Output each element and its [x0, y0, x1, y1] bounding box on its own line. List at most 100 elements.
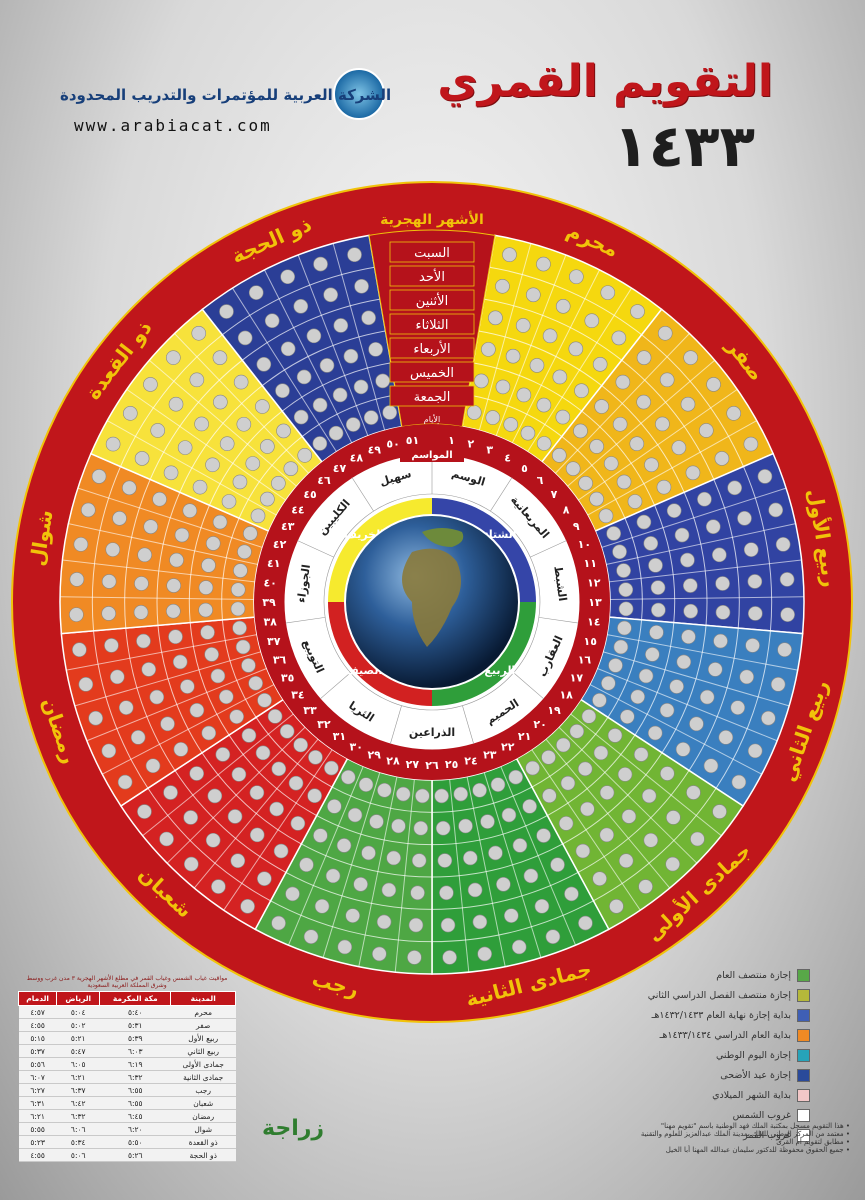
day-column-line [577, 388, 738, 501]
moon-phase-icon [636, 514, 652, 530]
moon-phase-icon [780, 607, 795, 622]
moon-phase-icon [689, 716, 704, 732]
moon-phase-icon [666, 810, 681, 825]
footer-note: • هذا التقويم مسجل بمكتبة الملك فهد الوط… [660, 1122, 850, 1130]
week-number: ٣ [486, 444, 493, 457]
moon-phase-icon [333, 318, 349, 333]
moon-phase-icon [88, 710, 103, 726]
table-cell: ٦:٣١ [18, 1096, 57, 1110]
moon-phase-icon [706, 377, 721, 392]
moon-phase-icon [659, 702, 675, 718]
moon-phase-icon [644, 457, 659, 473]
moon-phase-icon [166, 350, 181, 365]
season-arc [432, 602, 536, 706]
moon-phase-icon [536, 828, 551, 843]
week-number: ١٨ [559, 689, 573, 702]
moon-phase-icon [650, 580, 666, 595]
day-column-line [466, 776, 506, 967]
weekday-cell [389, 241, 475, 263]
moon-phase-icon [230, 853, 246, 869]
moon-phase-icon [676, 654, 692, 670]
day-column-line [74, 651, 262, 707]
moon-phase-icon [255, 399, 270, 414]
moon-phase-icon [505, 348, 521, 364]
moon-phase-icon [731, 774, 747, 790]
week-number: ٤٦ [317, 474, 331, 487]
moon-phase-icon [260, 491, 275, 507]
day-column-line [166, 726, 306, 864]
moon-phase-icon [541, 749, 556, 765]
weekday-cell [389, 337, 475, 359]
day-column-line [322, 772, 381, 958]
day-ring-line [91, 466, 121, 631]
table-row: شوال ٦:٢٠ ٦:٠٦ ٥:٥٥ [18, 1122, 236, 1136]
table-cell: ٤:٥٥ [18, 1018, 57, 1032]
moon-phase-icon [312, 397, 328, 413]
moon-phase-icon [612, 416, 628, 432]
moon-phase-icon [245, 456, 261, 471]
website-link[interactable]: www.arabiacat.com [74, 116, 272, 135]
moon-phase-icon [578, 915, 593, 931]
moon-phase-icon [659, 372, 675, 388]
day-ring-line [661, 625, 707, 754]
day-ring-line [228, 734, 317, 816]
day-column-line [495, 254, 567, 437]
moon-phase-icon [647, 725, 663, 741]
moon-phase-icon [727, 480, 742, 496]
moon-phase-icon [573, 423, 588, 439]
day-ring-line [270, 900, 433, 943]
week-number: ٥٠ [386, 438, 399, 451]
moon-phase-icon [761, 710, 776, 726]
moon-phase-icon [718, 730, 734, 745]
moon-phase-icon [163, 465, 179, 481]
moon-phase-icon [182, 503, 198, 518]
moon-phase-icon [726, 406, 741, 421]
moon-phase-icon [231, 767, 247, 782]
moon-phase-icon [191, 325, 207, 341]
moon-phase-icon [229, 709, 244, 724]
day-column-line [232, 287, 337, 453]
week-number: ٢٩ [367, 748, 381, 761]
day-ring-line [241, 298, 381, 361]
moon-phase-icon [651, 602, 666, 618]
table-cell: ٥:٤٠ [99, 1005, 171, 1019]
week-number: ٥ [521, 462, 528, 475]
moon-phase-icon [212, 350, 228, 365]
moon-phase-icon [249, 785, 265, 800]
week-number: ١٤ [587, 616, 600, 629]
table-cell: ٥:١٥ [18, 1031, 57, 1045]
day-column-line [511, 269, 600, 444]
day-ring-line [221, 517, 240, 620]
day-column-line [148, 359, 298, 487]
weekday-cell [389, 265, 475, 287]
table-cell: ربيع الأول [170, 1031, 236, 1045]
day-ring-line [124, 479, 151, 629]
table-cell: ٥:٠٤ [56, 1005, 100, 1019]
day-ring-line [157, 625, 203, 754]
table-cell: ٤:٥٥ [18, 1148, 57, 1162]
moon-phase-icon [233, 374, 249, 390]
week-number: ٣١ [333, 730, 346, 743]
moon-phase-icon [522, 799, 537, 814]
moon-phase-icon [177, 440, 193, 455]
moon-phase-icon [600, 285, 616, 300]
moon-phase-icon [236, 416, 252, 432]
table-cell: رجب [170, 1083, 236, 1097]
day-ring-line [715, 630, 771, 789]
moon-phase-icon [485, 410, 501, 425]
moon-phase-icon [747, 574, 763, 589]
day-column-line [478, 243, 532, 431]
day-ring-line [561, 436, 626, 519]
moon-phase-icon [698, 423, 714, 438]
moon-phase-icon [358, 777, 374, 792]
moon-phase-icon [542, 328, 558, 344]
moon-phase-icon [145, 758, 161, 774]
week-number: ٤٠ [263, 576, 276, 589]
month-sector: رجب [254, 757, 433, 1001]
moon-phase-icon [495, 379, 511, 395]
moon-phase-icon [589, 491, 604, 507]
legend-item: إجازة عيد الأضحى [720, 1068, 810, 1082]
day-column-line [106, 420, 277, 516]
moon-phase-icon [630, 689, 646, 705]
star-season-label: الذراعين [409, 726, 455, 739]
